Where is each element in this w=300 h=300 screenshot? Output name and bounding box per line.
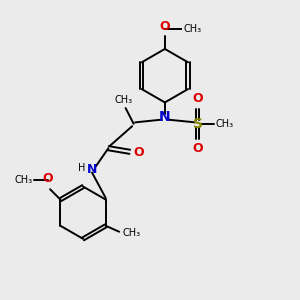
Text: CH₃: CH₃ bbox=[122, 228, 140, 238]
Text: H: H bbox=[78, 163, 85, 173]
Text: O: O bbox=[134, 146, 144, 159]
Text: S: S bbox=[193, 117, 202, 131]
Text: CH₃: CH₃ bbox=[14, 175, 32, 185]
Text: N: N bbox=[87, 163, 97, 176]
Text: CH₃: CH₃ bbox=[183, 24, 201, 34]
Text: CH₃: CH₃ bbox=[114, 94, 132, 104]
Text: O: O bbox=[193, 92, 203, 105]
Text: N: N bbox=[159, 110, 171, 124]
Text: O: O bbox=[160, 20, 170, 34]
Text: O: O bbox=[43, 172, 53, 185]
Text: CH₃: CH₃ bbox=[216, 119, 234, 129]
Text: O: O bbox=[193, 142, 203, 155]
